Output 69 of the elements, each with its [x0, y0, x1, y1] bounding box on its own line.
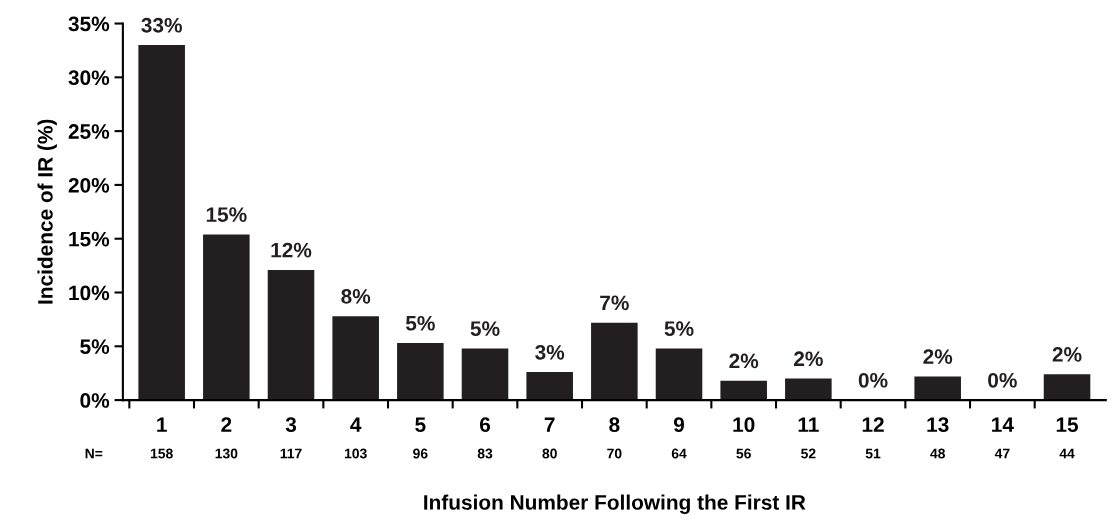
data-label: 5%	[405, 315, 435, 331]
x-axis-title: Infusion Number Following the First IR	[424, 494, 806, 515]
data-label: 7%	[600, 295, 629, 311]
text: 80	[542, 448, 557, 459]
bar	[138, 45, 185, 401]
y-tick-label: 10%	[69, 285, 110, 301]
x-tick-label: 1	[157, 417, 167, 432]
x-tick-label: 10	[733, 417, 755, 433]
text: N=	[85, 448, 103, 459]
data-label: 2%	[1052, 347, 1082, 362]
data-label: 15%	[206, 207, 247, 222]
text: 64	[671, 448, 687, 459]
bar	[332, 316, 379, 401]
bar	[397, 343, 444, 401]
bar	[914, 376, 961, 401]
data-label: 2%	[729, 353, 759, 369]
text: 52	[801, 448, 816, 459]
text: 103	[344, 448, 367, 459]
text: 47	[994, 448, 1010, 459]
y-tick-label: 30%	[68, 70, 110, 86]
text: 44	[1059, 448, 1075, 459]
y-tick-label: 20%	[68, 177, 110, 193]
x-tick-label: 9	[673, 417, 685, 433]
x-tick-label: 3	[285, 417, 297, 433]
text: 130	[215, 448, 238, 459]
x-tick-label: 6	[479, 417, 491, 433]
y-tick-label: 35%	[68, 16, 110, 32]
text: 56	[736, 448, 751, 459]
data-label: 5%	[664, 321, 694, 336]
x-tick-label: 13	[927, 417, 949, 433]
bar	[785, 378, 832, 401]
text: 117	[280, 448, 302, 459]
bar	[591, 322, 638, 401]
x-tick-label: 5	[415, 417, 426, 433]
bar	[203, 234, 250, 401]
y-tick-label: 15%	[69, 231, 110, 247]
data-label: 8%	[341, 288, 371, 304]
data-label: 0%	[988, 372, 1017, 388]
bar	[655, 348, 703, 401]
text: 48	[930, 448, 945, 459]
x-tick-label: 15	[1056, 417, 1079, 433]
data-label: 33%	[141, 17, 182, 33]
x-tick-label: 4	[350, 417, 362, 432]
bar	[267, 269, 315, 401]
data-label: 12%	[271, 242, 312, 258]
text: 158	[150, 448, 173, 459]
x-tick-label: 12	[862, 417, 884, 432]
x-tick-label: 7	[544, 417, 555, 432]
bar	[461, 348, 509, 401]
y-axis-title: Incidence of IR (%)	[37, 119, 57, 304]
text: 51	[865, 448, 881, 459]
text: 83	[477, 448, 493, 459]
x-tick-label: 8	[609, 417, 620, 433]
bar	[526, 372, 573, 401]
data-label: 5%	[470, 321, 500, 336]
data-label: 2%	[923, 349, 953, 364]
text: 96	[413, 448, 428, 459]
y-tick-label: 5%	[80, 339, 110, 355]
bar	[720, 380, 767, 401]
x-tick-label: 14	[992, 417, 1014, 432]
bar	[1043, 374, 1091, 401]
data-label: 2%	[794, 351, 823, 367]
data-label: 3%	[535, 344, 565, 360]
x-tick-label: 11	[798, 417, 819, 432]
data-label: 0%	[858, 372, 888, 388]
y-tick-label: 25%	[68, 124, 110, 139]
y-tick-label: 0%	[80, 393, 110, 408]
x-tick-label: 2	[221, 417, 232, 432]
text: 70	[607, 448, 622, 459]
